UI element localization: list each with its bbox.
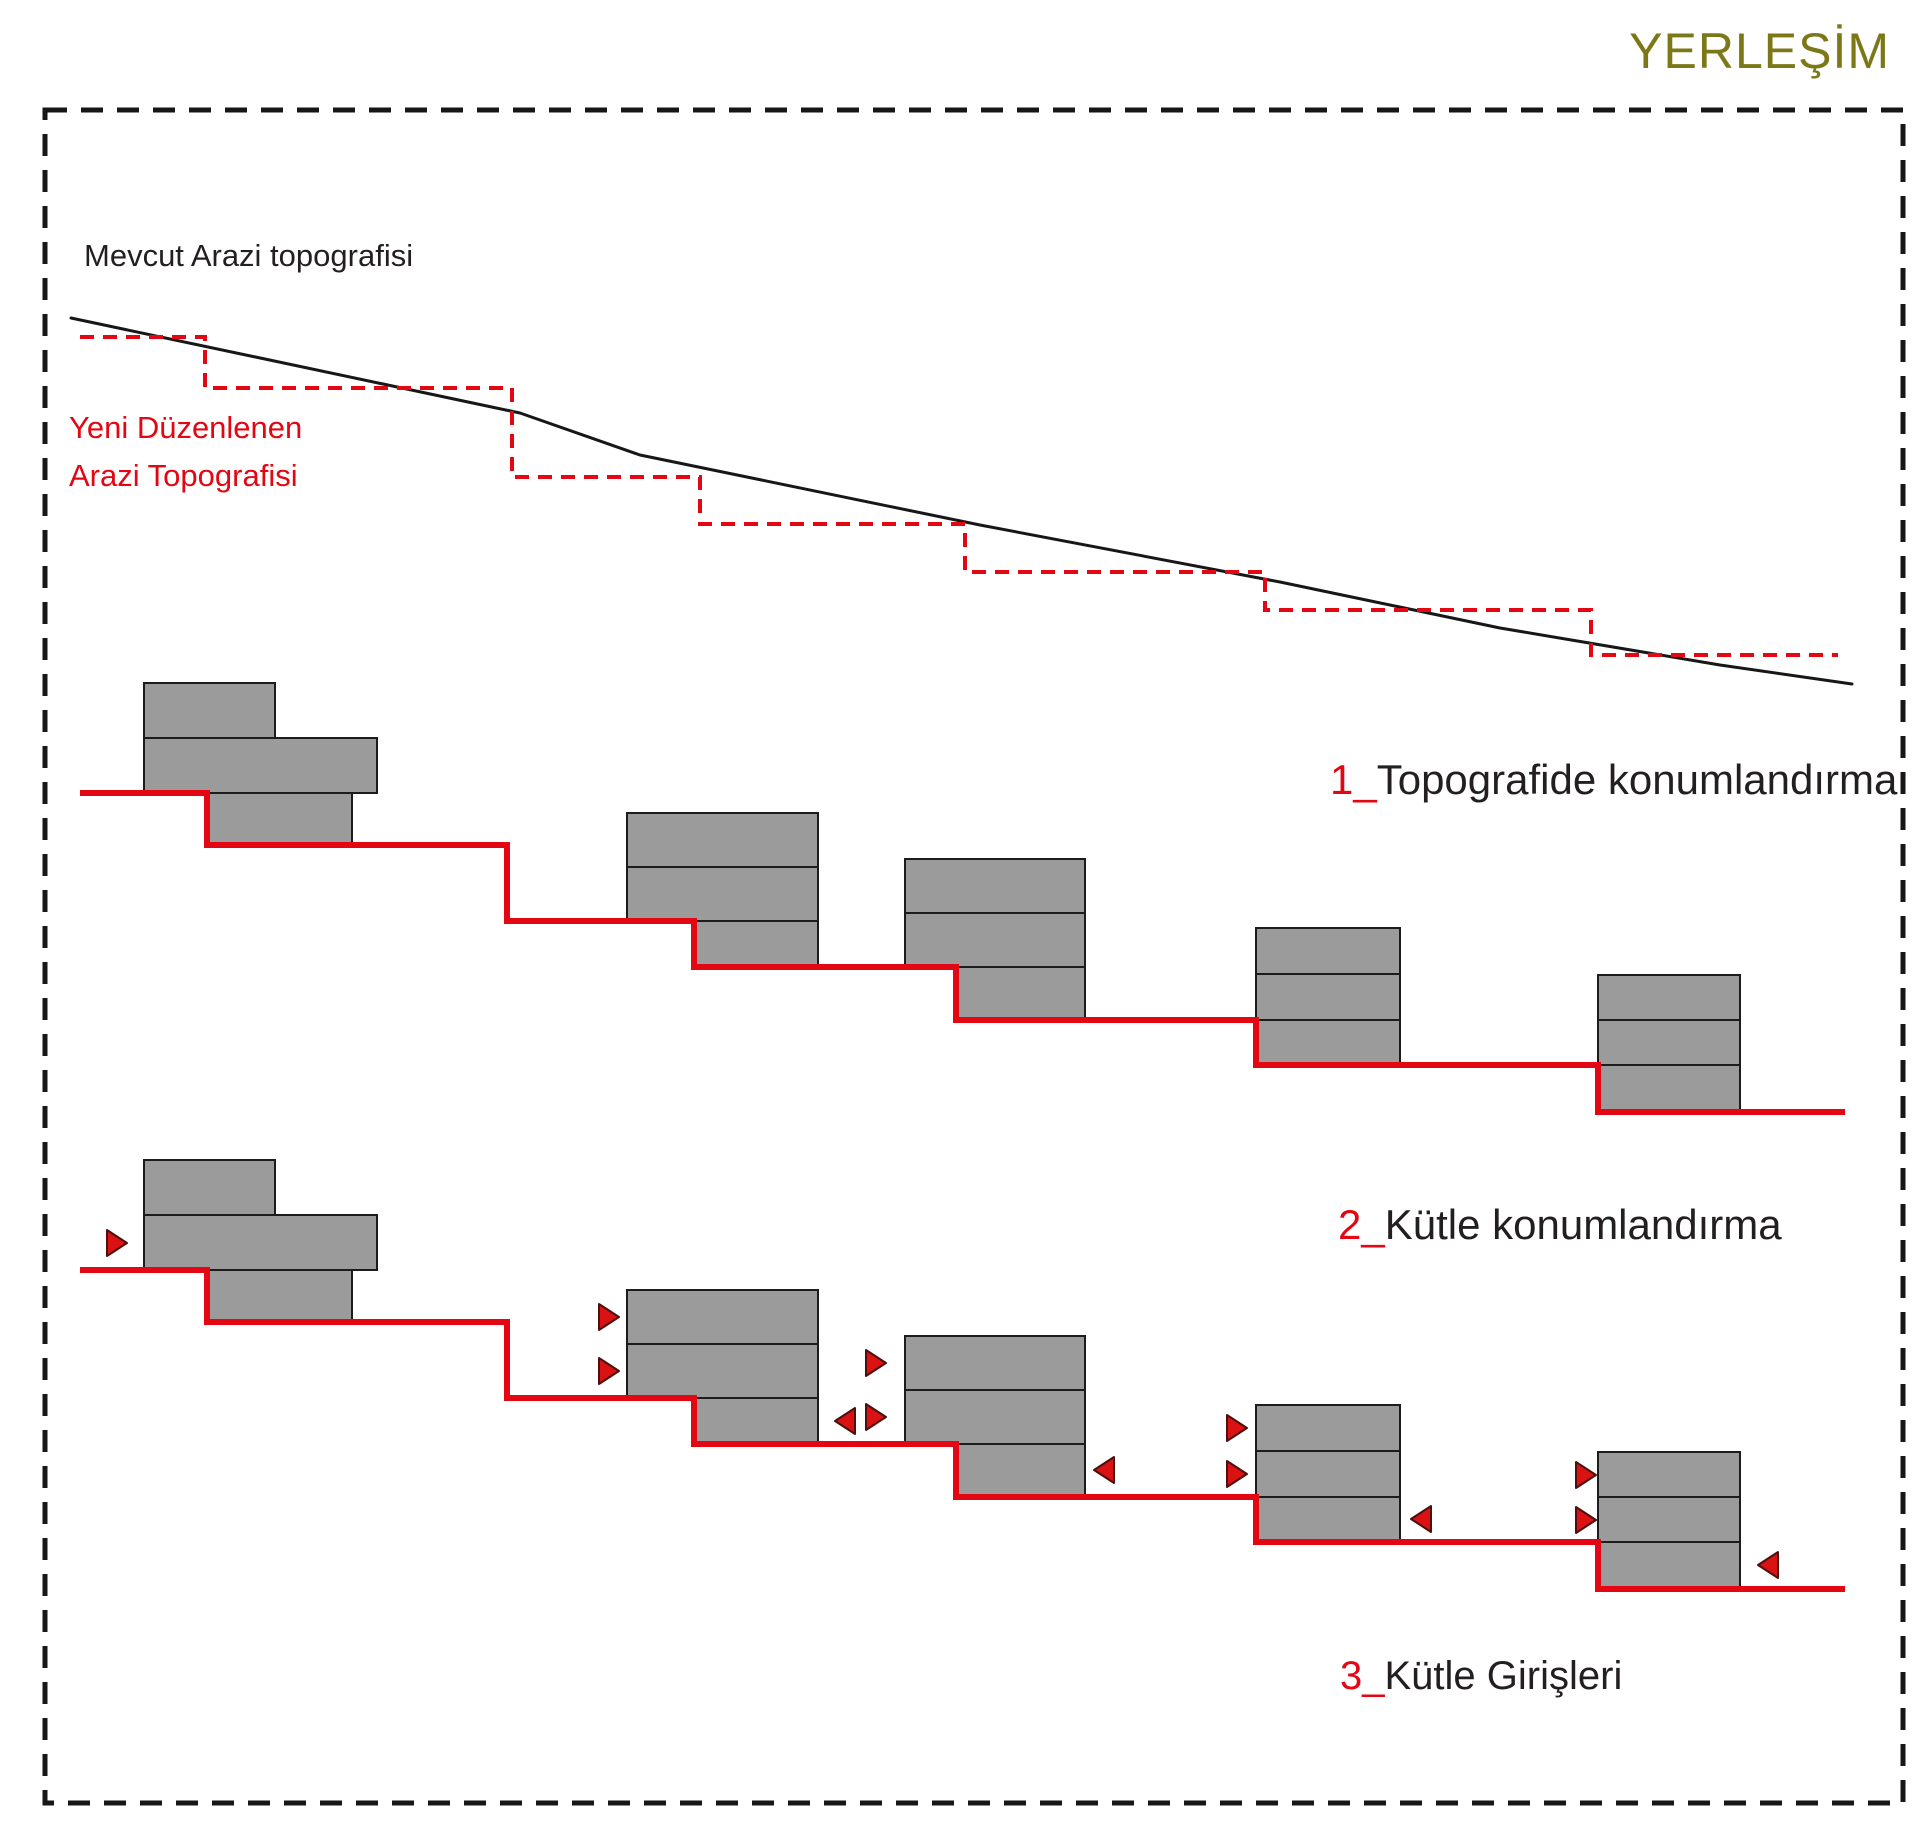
existing-terrain-polyline xyxy=(69,316,1854,686)
entrance-arrow-right xyxy=(1575,1461,1597,1489)
new-terrain-step-line xyxy=(80,335,1838,657)
step2-label-text: Kütle konumlandırma xyxy=(1384,1201,1782,1248)
entrance-arrow-right xyxy=(598,1357,620,1385)
new-terrain-step-polyline xyxy=(80,335,1838,657)
step1-label-text: Topografide konumlandırma xyxy=(1376,756,1898,803)
mass-block xyxy=(1597,1496,1741,1543)
mass-block xyxy=(206,1269,353,1323)
mass-block xyxy=(626,866,819,922)
mass-block xyxy=(1255,927,1401,975)
mass-block xyxy=(693,920,819,968)
new-terrain-label-line2: Arazi Topografisi xyxy=(69,458,298,493)
step1-terrain-polyline xyxy=(80,790,1845,1115)
dashed-border xyxy=(42,107,1906,1806)
mass-block xyxy=(626,1289,819,1345)
mass-block xyxy=(1597,1541,1741,1590)
entrance-arrow-left xyxy=(1757,1551,1779,1579)
mass-block xyxy=(1255,1496,1401,1543)
mass-block xyxy=(1597,1019,1741,1066)
existing-terrain-line xyxy=(69,316,1854,686)
entrance-arrow-left xyxy=(1410,1505,1432,1533)
new-terrain-label: Yeni Düzenlenen Arazi Topografisi xyxy=(69,404,302,500)
entrance-arrow-right xyxy=(106,1229,128,1257)
mass-block xyxy=(1255,1019,1401,1066)
mass-block xyxy=(904,858,1086,914)
mass-block xyxy=(206,792,353,846)
mass-block xyxy=(626,812,819,868)
step2-number: 2_ xyxy=(1338,1201,1385,1248)
mass-block xyxy=(1255,973,1401,1021)
mass-block xyxy=(1597,974,1741,1021)
mass-block xyxy=(143,1159,276,1216)
entrance-arrow-right xyxy=(1226,1460,1248,1488)
entrance-arrow-left xyxy=(1093,1456,1115,1484)
mass-block xyxy=(143,737,378,794)
mass-block xyxy=(693,1397,819,1445)
mass-block xyxy=(904,1335,1086,1391)
mass-block xyxy=(1255,1450,1401,1498)
entrance-arrow-left xyxy=(834,1407,856,1435)
existing-terrain-label: Mevcut Arazi topografisi xyxy=(84,238,414,273)
step3-number: 3_ xyxy=(1340,1654,1385,1698)
mass-block xyxy=(904,912,1086,968)
mass-block xyxy=(904,1389,1086,1445)
step3-label: 3_Kütle Girişleri xyxy=(1340,1654,1622,1699)
step1-terrain-line xyxy=(80,790,1845,1115)
entrance-arrow-right xyxy=(865,1403,887,1431)
entrance-arrow-right xyxy=(598,1303,620,1331)
mass-block xyxy=(1597,1451,1741,1498)
step2-terrain-line xyxy=(80,1267,1845,1592)
mass-block xyxy=(955,966,1086,1021)
step2-label: 2_Kütle konumlandırma xyxy=(1338,1201,1782,1249)
mass-block xyxy=(143,682,276,739)
entrance-arrows xyxy=(106,1229,1779,1579)
step2-terrain-polyline xyxy=(80,1267,1845,1592)
mass-block xyxy=(143,1214,378,1271)
step1-number: 1_ xyxy=(1330,756,1377,803)
step1-label: 1_Topografide konumlandırma xyxy=(1330,756,1897,804)
mass-block xyxy=(1597,1064,1741,1113)
new-terrain-label-line1: Yeni Düzenlenen xyxy=(69,410,303,445)
step3-label-text: Kütle Girişleri xyxy=(1384,1654,1623,1698)
mass-block xyxy=(626,1343,819,1399)
entrance-arrow-right xyxy=(1575,1506,1597,1534)
step1-mass-blocks xyxy=(143,682,1741,1113)
mass-block xyxy=(955,1443,1086,1498)
entrance-arrow-right xyxy=(1226,1414,1248,1442)
page-title: YERLEŞİM xyxy=(1629,23,1890,79)
step2-mass-blocks xyxy=(143,1159,1741,1590)
mass-block xyxy=(1255,1404,1401,1452)
entrance-arrow-right xyxy=(865,1349,887,1377)
